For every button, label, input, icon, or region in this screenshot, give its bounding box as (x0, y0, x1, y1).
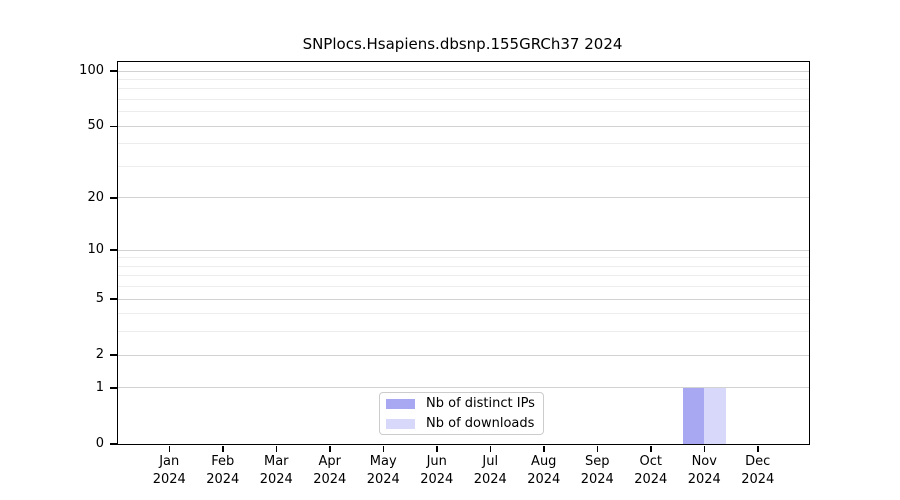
y-tick (109, 197, 117, 199)
y-tick (109, 125, 117, 128)
y-tick-label: 2 (95, 347, 104, 363)
gridline-minor (118, 313, 809, 315)
x-tick (436, 445, 438, 452)
y-tick-label: 20 (87, 189, 104, 205)
plot-area: Nb of distinct IPs Nb of downloads 0 1 2 5 1… (79, 61, 810, 487)
bar-downloads (704, 387, 726, 444)
gridline-minor (118, 265, 809, 267)
x-tick (275, 445, 277, 452)
x-tick-label: Jun 2024 (420, 454, 454, 487)
gridline-minor (118, 111, 809, 113)
x-tick-label: Aug 2024 (527, 454, 561, 487)
y-tick-label: 5 (95, 291, 104, 307)
y-tick-label: 0 (95, 436, 104, 451)
x-tick (543, 445, 545, 452)
bar-distinct-ips (682, 387, 705, 444)
gridline-minor (118, 275, 809, 277)
gridline-minor (118, 99, 809, 101)
x-tick (168, 445, 170, 452)
y-tick-label: 50 (87, 118, 104, 134)
y-tick-label: 1 (95, 379, 104, 395)
gridline-minor (118, 166, 809, 167)
y-tick (109, 443, 117, 445)
legend-swatch-distinct-ips (386, 398, 415, 409)
x-tick-label: Apr 2024 (313, 454, 347, 487)
x-tick (329, 445, 331, 452)
gridline-major (118, 298, 809, 300)
gridline-major (118, 354, 809, 356)
legend-label-downloads: Nb of downloads (426, 416, 535, 431)
gridline-minor (118, 257, 809, 259)
x-tick-label: May 2024 (366, 454, 400, 487)
gridline-major (118, 249, 809, 251)
legend-item-downloads: Nb of downloads (386, 415, 537, 432)
gridline-major (118, 125, 809, 127)
x-tick-label: Mar 2024 (259, 454, 293, 487)
gridline-minor (118, 143, 809, 145)
x-tick-label: Nov 2024 (687, 454, 721, 487)
legend-label-distinct-ips: Nb of distinct IPs (426, 396, 535, 411)
x-tick-label: Jul 2024 (473, 454, 507, 487)
y-tick (109, 354, 117, 356)
gridline-minor (118, 331, 809, 333)
y-tick (109, 298, 117, 300)
y-tick (109, 249, 117, 251)
x-tick (650, 445, 652, 452)
x-tick (596, 445, 598, 452)
x-tick-label: Feb 2024 (206, 454, 240, 487)
gridline-major (118, 70, 809, 72)
gridline-minor (118, 286, 809, 288)
gridline-major (118, 197, 809, 199)
x-tick-label: Oct 2024 (634, 454, 668, 487)
y-tick-label: 100 (79, 63, 104, 79)
gridline-minor (118, 78, 809, 80)
chart-title: SNPlocs.Hsapiens.dbsnp.155GRCh37 2024 (302, 35, 623, 53)
gridline-minor (118, 88, 809, 90)
x-tick (222, 445, 224, 452)
x-tick (382, 445, 384, 452)
y-tick-label: 10 (87, 242, 104, 258)
legend-swatch-downloads (386, 418, 415, 429)
x-tick-label: Sep 2024 (580, 454, 614, 487)
y-tick (109, 387, 117, 389)
x-tick (757, 445, 759, 452)
x-tick-label: Dec 2024 (741, 454, 775, 487)
y-tick (109, 70, 117, 72)
x-tick-label: Jan 2024 (152, 454, 186, 487)
legend: Nb of distinct IPs Nb of downloads (379, 392, 544, 435)
gridline-major (118, 387, 809, 389)
x-tick (703, 445, 705, 452)
x-tick (489, 445, 491, 452)
legend-item-distinct-ips: Nb of distinct IPs (386, 395, 537, 412)
